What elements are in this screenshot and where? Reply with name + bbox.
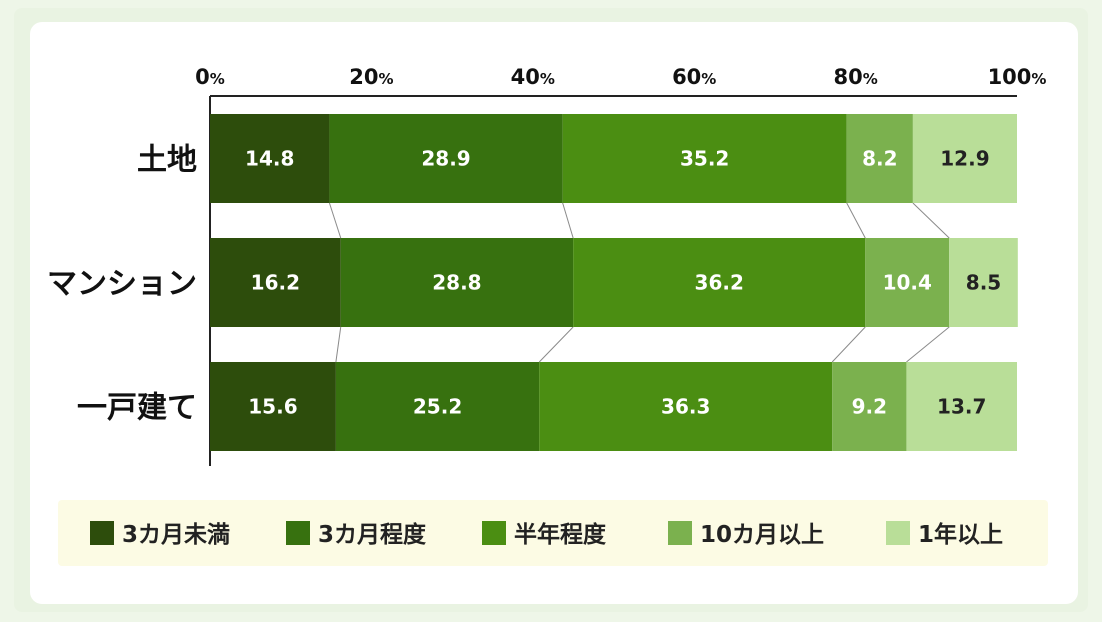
bar-value-label: 28.9 [421,147,470,171]
x-tick-label: 80% [833,65,877,89]
connector-line [538,326,574,363]
bar-segment [539,362,833,451]
bar-value-label: 13.7 [937,395,986,419]
bar-segment [906,362,1017,451]
bar-segment [832,362,907,451]
bar-value-label: 36.3 [661,395,710,419]
category-label: 一戸建て [77,391,197,426]
legend-swatch [482,521,506,545]
bar-segment [340,238,574,327]
bar-segment [912,114,1017,203]
connector-line [906,326,950,363]
bar-segment [865,238,950,327]
legend-box [58,500,1048,566]
bar-value-label: 16.2 [251,271,300,295]
connector-line [328,202,342,239]
bar-value-label: 12.9 [940,147,989,171]
bar-segment [562,114,847,203]
legend-swatch [668,521,692,545]
connector-line [831,326,866,363]
bar-value-label: 25.2 [413,395,462,419]
x-tick-label: 60% [672,65,716,89]
bar-value-label: 10.4 [883,271,932,295]
connector-line [562,202,574,239]
legend-swatch [886,521,910,545]
legend-label: 10カ月以上 [700,522,824,548]
bar-segment [846,114,913,203]
bar-segment [210,114,330,203]
legend-swatch [286,521,310,545]
bar-segment [210,362,336,451]
bar-segment [573,238,866,327]
bar-value-label: 9.2 [852,395,887,419]
legend-label: 半年程度 [514,521,607,548]
bar-segment [329,114,563,203]
x-tick-label: 100% [988,65,1047,89]
bar-value-label: 28.8 [432,271,481,295]
bar-segment [949,238,1018,327]
category-label: マンション [47,267,197,302]
connector-line [846,202,866,239]
category-label: 土地 [137,143,197,178]
bar-value-label: 14.8 [245,147,294,171]
bar-value-label: 8.5 [966,271,1001,295]
connector-line [912,202,950,239]
bar-value-label: 15.6 [248,395,297,419]
bar-value-label: 36.2 [695,271,744,295]
bar-value-label: 35.2 [680,147,729,171]
x-tick-label: 40% [511,65,555,89]
x-tick-label: 0% [195,65,225,89]
bar-value-label: 8.2 [862,147,897,171]
bar-segment [335,362,540,451]
legend-label: 3カ月未満 [122,522,230,548]
connector-line [335,326,342,363]
x-tick-label: 20% [349,65,393,89]
legend-swatch [90,521,114,545]
legend-label: 1年以上 [918,521,1003,548]
bar-segment [210,238,341,327]
legend-label: 3カ月程度 [318,521,427,548]
